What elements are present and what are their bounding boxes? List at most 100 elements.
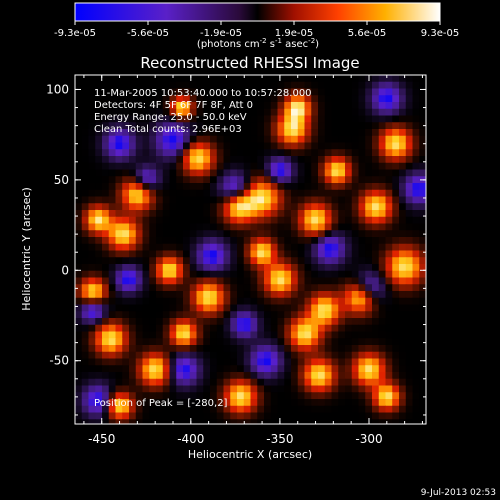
- heatmap-cell: [135, 385, 143, 393]
- heatmap-cell: [392, 270, 400, 278]
- heatmap-cell: [189, 196, 197, 204]
- heatmap-cell: [378, 419, 386, 424]
- heatmap-cell: [122, 88, 130, 96]
- heatmap-cell: [365, 270, 373, 278]
- heatmap-cell: [372, 284, 380, 292]
- heatmap-cell: [230, 385, 238, 393]
- heatmap-cell: [365, 149, 373, 157]
- heatmap-cell: [270, 169, 278, 177]
- heatmap-cell: [169, 156, 177, 164]
- heatmap-cell: [297, 392, 305, 400]
- heatmap-cell: [392, 189, 400, 197]
- heatmap-cell: [399, 412, 407, 420]
- heatmap-cell: [210, 210, 218, 218]
- heatmap-cell: [338, 142, 346, 150]
- heatmap-cell: [297, 365, 305, 373]
- heatmap-cell: [284, 210, 292, 218]
- heatmap-cell: [162, 257, 170, 265]
- heatmap-cell: [338, 176, 346, 184]
- heatmap-cell: [243, 270, 251, 278]
- heatmap-cell: [203, 142, 211, 150]
- heatmap-cell: [405, 324, 413, 332]
- heatmap-cell: [345, 270, 353, 278]
- heatmap-cell: [196, 230, 204, 238]
- heatmap-cell: [311, 183, 319, 191]
- heatmap-cell: [95, 318, 103, 326]
- heatmap-cell: [156, 291, 164, 299]
- heatmap-cell: [149, 324, 157, 332]
- heatmap-cell: [405, 183, 413, 191]
- heatmap-cell: [122, 210, 130, 218]
- heatmap-cell: [399, 203, 407, 211]
- heatmap-cell: [210, 169, 218, 177]
- heatmap-cell: [304, 203, 312, 211]
- heatmap-cell: [351, 318, 359, 326]
- heatmap-cell: [331, 81, 339, 89]
- heatmap-cell: [345, 162, 353, 170]
- heatmap-cell: [392, 351, 400, 359]
- heatmap-cell: [149, 95, 157, 103]
- heatmap-cell: [135, 75, 143, 83]
- colorbar-tick-label: 5.6e-05: [348, 28, 386, 39]
- heatmap-cell: [257, 365, 265, 373]
- heatmap-cell: [95, 277, 103, 285]
- heatmap-cell: [392, 210, 400, 218]
- heatmap-cell: [149, 115, 157, 123]
- heatmap-cell: [405, 291, 413, 299]
- heatmap-cell: [176, 419, 184, 424]
- heatmap-cell: [210, 95, 218, 103]
- heatmap-cell: [291, 324, 299, 332]
- heatmap-cell: [419, 237, 426, 245]
- heatmap-cell: [324, 183, 332, 191]
- heatmap-cell: [210, 162, 218, 170]
- heatmap-cell: [412, 331, 420, 339]
- heatmap-cell: [412, 88, 420, 96]
- heatmap-cell: [351, 311, 359, 319]
- heatmap-cell: [311, 277, 319, 285]
- heatmap-cell: [378, 351, 386, 359]
- heatmap-cell: [183, 196, 191, 204]
- heatmap-cell: [324, 385, 332, 393]
- heatmap-cell: [135, 399, 143, 407]
- heatmap-cell: [156, 345, 164, 353]
- heatmap-cell: [75, 95, 83, 103]
- heatmap-cell: [277, 75, 285, 83]
- heatmap-cell: [297, 338, 305, 346]
- heatmap-cell: [412, 203, 420, 211]
- heatmap-cell: [115, 223, 123, 231]
- heatmap-cell: [392, 385, 400, 393]
- heatmap-cell: [183, 284, 191, 292]
- heatmap-cell: [102, 345, 110, 353]
- heatmap-cell: [385, 257, 393, 265]
- heatmap-cell: [270, 230, 278, 238]
- heatmap-cell: [345, 277, 353, 285]
- heatmap-cell: [270, 122, 278, 130]
- heatmap-cell: [88, 162, 96, 170]
- heatmap-cell: [223, 149, 231, 157]
- heatmap-cell: [237, 264, 245, 272]
- heatmap-cell: [169, 338, 177, 346]
- heatmap-cell: [385, 412, 393, 420]
- heatmap-cell: [75, 264, 83, 272]
- heatmap-cell: [392, 311, 400, 319]
- heatmap-cell: [75, 237, 83, 245]
- heatmap-cell: [88, 277, 96, 285]
- heatmap-cell: [345, 210, 353, 218]
- heatmap-cell: [223, 142, 231, 150]
- heatmap-cell: [223, 243, 231, 251]
- heatmap-cell: [345, 419, 353, 424]
- heatmap-cell: [102, 385, 110, 393]
- heatmap-cell: [291, 331, 299, 339]
- heatmap-cell: [318, 108, 326, 116]
- heatmap-cell: [196, 196, 204, 204]
- heatmap-cell: [338, 196, 346, 204]
- heatmap-cell: [88, 223, 96, 231]
- heatmap-cell: [351, 142, 359, 150]
- heatmap-cell: [129, 135, 137, 143]
- heatmap-cell: [372, 277, 380, 285]
- heatmap-cell: [142, 331, 150, 339]
- heatmap-cell: [372, 318, 380, 326]
- heatmap-cell: [81, 162, 89, 170]
- heatmap-cell: [156, 102, 164, 110]
- heatmap-cell: [81, 169, 89, 177]
